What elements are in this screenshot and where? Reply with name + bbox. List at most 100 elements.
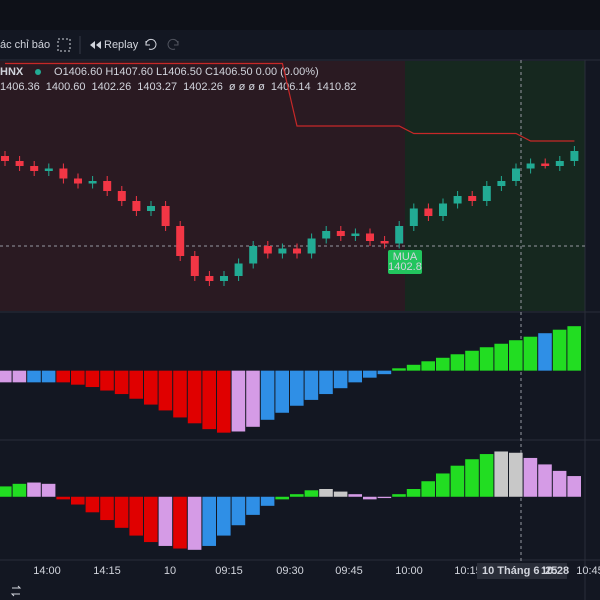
histogram-bar — [144, 370, 158, 405]
histogram-bar — [100, 370, 114, 391]
histogram-bar — [436, 473, 450, 497]
histogram-bar — [114, 370, 129, 395]
histogram-bar — [231, 370, 246, 432]
candle-body — [380, 241, 389, 244]
candle-body — [307, 238, 316, 254]
histogram-bar — [377, 496, 392, 499]
time-label: 14:00 — [33, 565, 61, 577]
histogram-bar — [12, 370, 27, 383]
legend-field-label: O — [54, 66, 63, 78]
candle-body — [570, 151, 579, 161]
histogram-bar — [217, 496, 231, 536]
histogram-bar — [509, 340, 523, 371]
histogram-bar — [465, 459, 479, 497]
candle-body — [88, 181, 97, 184]
redo-icon[interactable] — [167, 38, 179, 50]
candle-body — [555, 161, 564, 166]
crosshair-date: 10 Tháng 6 '25 — [482, 565, 557, 577]
histogram-bar — [333, 370, 348, 389]
candle-body — [322, 231, 331, 239]
histogram-bar — [436, 357, 450, 371]
time-label: 10:00 — [395, 565, 423, 577]
histogram-bar — [173, 496, 187, 549]
indicator-value: 1406.36 — [0, 81, 40, 93]
swap-icon[interactable] — [10, 585, 22, 597]
histogram-bar — [158, 496, 173, 546]
undo-icon[interactable] — [145, 38, 157, 50]
histogram-bar — [523, 457, 538, 497]
histogram-bar — [100, 496, 114, 521]
histogram-bar — [392, 368, 406, 371]
candle-body — [132, 201, 141, 211]
status-dot — [35, 69, 41, 75]
histogram-bar — [85, 370, 100, 388]
replay-icon[interactable] — [90, 41, 101, 49]
candle-body — [512, 168, 520, 181]
candle-body — [161, 206, 170, 226]
candle-body — [74, 178, 82, 184]
candle-body — [190, 256, 199, 276]
histogram-bar — [41, 370, 56, 383]
histogram-bar — [71, 496, 85, 505]
histogram-bar — [246, 370, 260, 427]
candle-body — [497, 181, 506, 186]
candle-body — [453, 196, 462, 204]
histogram-bar — [12, 483, 27, 497]
time-label: 09:15 — [215, 565, 243, 577]
histogram-bar — [27, 482, 41, 497]
candle-body — [176, 226, 185, 256]
histogram-bar — [348, 370, 362, 383]
candle-body — [249, 246, 258, 264]
time-label: 09:45 — [335, 565, 363, 577]
histogram-bar — [421, 481, 435, 497]
histogram-bar — [509, 452, 523, 497]
candle-body — [293, 248, 301, 254]
replay-button[interactable]: Replay — [104, 39, 139, 51]
histogram-bar — [41, 483, 56, 497]
layout-icon[interactable] — [57, 38, 71, 52]
time-label: 10 — [164, 565, 176, 577]
histogram-bar — [363, 370, 377, 378]
legend: HNX — [0, 66, 41, 78]
indicator-value: 1402.26 — [183, 81, 223, 93]
histogram-bar — [377, 370, 392, 375]
histogram-bar — [129, 496, 143, 536]
candle-body — [59, 168, 68, 179]
candle-body — [220, 276, 228, 281]
crosshair-time: 10:28 — [541, 565, 569, 577]
histogram-bar — [319, 489, 333, 497]
candle-body — [336, 231, 345, 236]
time-label: 14:15 — [93, 565, 121, 577]
histogram-bar — [260, 370, 275, 420]
legend-field-label: H — [105, 66, 113, 78]
histogram-bar — [173, 370, 187, 418]
histogram-bar — [363, 496, 377, 500]
sell-zone — [0, 61, 405, 311]
time-label: 10:45 — [576, 565, 600, 577]
legend-field-label: C — [205, 66, 213, 78]
candle-body — [482, 186, 491, 201]
candle-body — [439, 203, 447, 216]
histogram-bar — [217, 370, 231, 433]
indicators-button[interactable]: ác chỉ báo — [0, 39, 50, 51]
indicator-value: ø ø ø ø — [229, 81, 265, 93]
candle-body — [117, 191, 126, 201]
time-label: 10:15 — [454, 565, 482, 577]
buy-zone — [405, 61, 585, 311]
histogram-bar — [56, 496, 70, 500]
histogram-bar — [202, 370, 216, 430]
indicator-value: 1402.26 — [92, 81, 132, 93]
legend-field-value: 1406.60 — [63, 66, 103, 78]
histogram-bar — [450, 354, 465, 371]
candle-body — [541, 163, 550, 166]
legend-field-value: 1406.50 — [213, 66, 253, 78]
histogram-bar — [27, 370, 41, 383]
histogram-bar — [187, 496, 202, 550]
candle-body — [366, 233, 374, 241]
histogram-bar — [479, 347, 494, 371]
candle-body — [424, 208, 433, 216]
histogram-bar — [144, 496, 158, 543]
histogram-bar — [275, 496, 289, 500]
legend-field-value: 1407.60 — [113, 66, 153, 78]
